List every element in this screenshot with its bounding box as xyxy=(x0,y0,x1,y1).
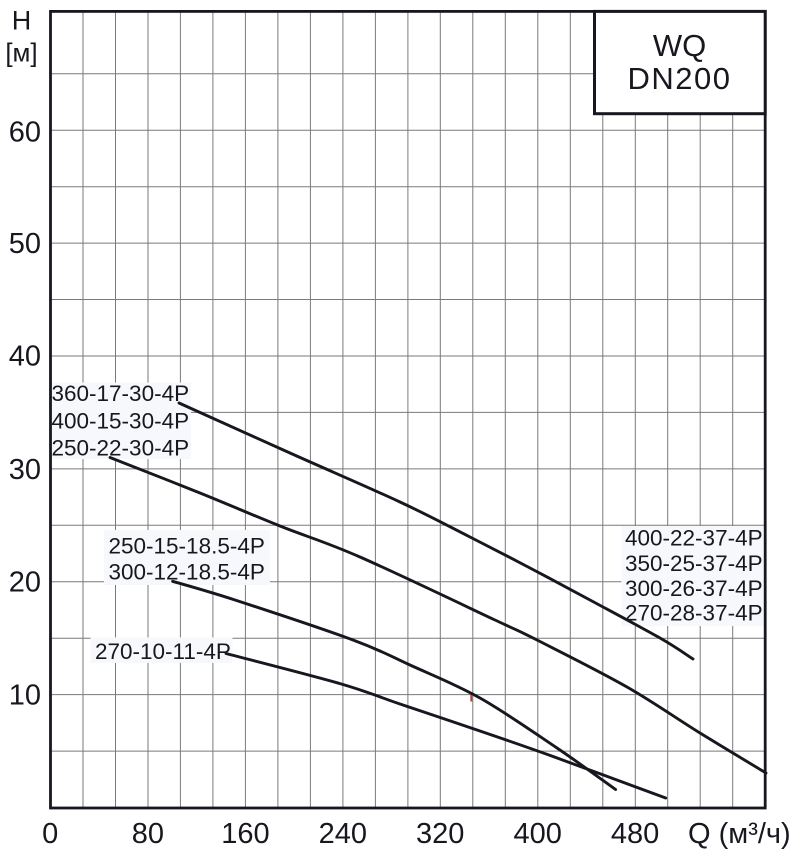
svg-text:480: 480 xyxy=(611,818,659,850)
svg-text:30: 30 xyxy=(9,454,41,486)
svg-text:400-15-30-4P: 400-15-30-4P xyxy=(52,408,190,433)
svg-text:320: 320 xyxy=(416,818,464,850)
svg-text:360-17-30-4P: 360-17-30-4P xyxy=(52,381,190,406)
svg-text:60: 60 xyxy=(9,116,41,148)
svg-text:250-15-18.5-4P: 250-15-18.5-4P xyxy=(109,534,265,559)
svg-text:160: 160 xyxy=(221,818,269,850)
svg-text:20: 20 xyxy=(9,567,41,599)
svg-text:240: 240 xyxy=(319,818,367,850)
svg-text:250-22-30-4P: 250-22-30-4P xyxy=(52,435,190,460)
svg-text:DN200: DN200 xyxy=(628,61,732,96)
svg-text:Q (м³/ч): Q (м³/ч) xyxy=(688,818,791,850)
svg-text:350-25-37-4P: 350-25-37-4P xyxy=(625,551,763,576)
svg-text:300-26-37-4P: 300-26-37-4P xyxy=(625,576,763,601)
svg-text:50: 50 xyxy=(9,228,41,260)
svg-text:WQ: WQ xyxy=(653,28,706,63)
svg-text:300-12-18.5-4P: 300-12-18.5-4P xyxy=(109,560,265,585)
svg-text:10: 10 xyxy=(9,680,41,712)
svg-text:40: 40 xyxy=(9,341,41,373)
svg-text:0: 0 xyxy=(42,818,58,850)
svg-text:270-28-37-4P: 270-28-37-4P xyxy=(625,601,763,626)
svg-text:400: 400 xyxy=(514,818,562,850)
svg-text:[м]: [м] xyxy=(5,38,37,68)
svg-text:80: 80 xyxy=(132,818,164,850)
svg-text:H: H xyxy=(12,6,32,36)
svg-text:270-10-11-4P: 270-10-11-4P xyxy=(95,639,231,664)
svg-text:400-22-37-4P: 400-22-37-4P xyxy=(625,526,763,551)
